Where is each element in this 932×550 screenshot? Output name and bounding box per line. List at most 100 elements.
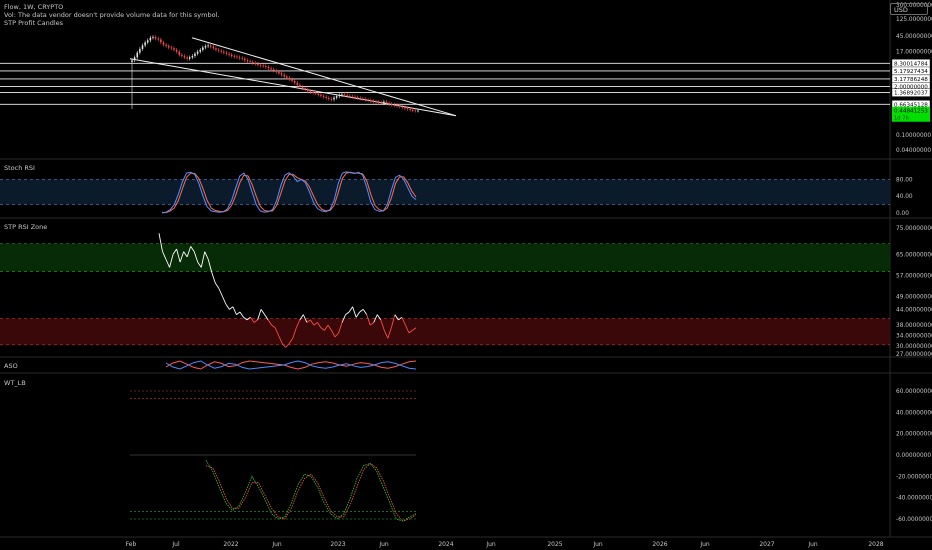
candle-body <box>325 96 327 99</box>
rsi-line-segment <box>302 314 308 323</box>
wedge-upper-trendline <box>191 37 457 117</box>
rsi-line-segment <box>387 327 392 339</box>
candle-body <box>238 57 241 59</box>
rsi-line-segment <box>236 311 241 315</box>
stoch-band-fill <box>0 179 890 205</box>
rsi-line-segment <box>338 322 343 334</box>
rsi-line-segment <box>278 335 283 344</box>
wt-tick-label: 60.00000000 <box>896 389 932 395</box>
rsi-line-segment <box>394 314 399 321</box>
time-axis-label: 2022 <box>223 541 238 548</box>
rsi-line-segment <box>183 251 188 258</box>
stoch-rsi-pane[interactable] <box>0 171 890 214</box>
candle-body <box>217 49 220 51</box>
candle-body <box>270 68 272 70</box>
rsi-line-segment <box>246 316 251 321</box>
candle-body <box>414 110 417 112</box>
candle-body <box>265 66 267 68</box>
candle-body <box>317 93 320 95</box>
time-axis[interactable]: Feb Jul 2022 Jun 2023 Jun 2024 Jun 2025 Jun 2026 Ju… <box>126 541 884 548</box>
rsi-line-segment <box>352 306 357 318</box>
level-price-label: 8.30014784 <box>894 61 928 67</box>
wt-tick-label: -40.00000000 <box>896 496 932 502</box>
wt-lb-title[interactable]: WT_LB <box>4 379 26 387</box>
rsi-line-segment <box>214 282 220 289</box>
rsi-line-segment <box>193 251 199 263</box>
rsi-line-segment <box>271 324 276 329</box>
candle-body <box>328 98 330 99</box>
candle-body <box>369 100 372 102</box>
rsi-tick-label: 38.00000000 <box>896 323 932 329</box>
candle-body <box>241 58 243 59</box>
price-scale[interactable]: 300.00000000 125.00000000 45.00000000 17.00… <box>891 3 932 523</box>
candle-body <box>335 96 338 98</box>
candle-body <box>194 53 196 57</box>
candle-body <box>215 48 217 50</box>
price-pane[interactable] <box>0 35 890 117</box>
candle-body <box>183 56 186 58</box>
candle-body <box>367 99 369 101</box>
candle-body <box>173 48 175 50</box>
candle-body <box>312 91 314 93</box>
candle-body <box>244 58 246 61</box>
aso-pane[interactable] <box>165 360 417 370</box>
candle-body <box>162 42 165 45</box>
rsi-line-segment <box>313 322 318 326</box>
stp-rsi-zone-pane[interactable] <box>0 233 890 348</box>
rsi-line-segment <box>281 343 287 348</box>
rsi-line-segment <box>299 314 304 321</box>
rsi-line-segment <box>359 309 364 313</box>
candle-body <box>275 70 278 72</box>
candle-body <box>230 54 233 57</box>
rsi-line-segment <box>390 314 396 328</box>
candle-body <box>362 98 364 100</box>
aso-title[interactable]: ASO <box>4 362 18 370</box>
stp-rsi-zone-title[interactable]: STP RSI Zone <box>4 223 48 231</box>
candle-body <box>296 82 299 85</box>
candle-body <box>309 91 312 92</box>
rsi-line-segment <box>274 327 280 336</box>
candle-body <box>380 102 383 104</box>
rsi-tick-label: 75.00000000 <box>896 226 932 232</box>
candle-body <box>291 79 293 81</box>
candle-body <box>170 47 173 49</box>
candle-body <box>254 62 257 64</box>
candle-body <box>131 60 133 62</box>
candle-body <box>385 101 388 104</box>
currency-selector-button[interactable]: USD <box>890 3 928 15</box>
candle-body <box>372 100 375 102</box>
candle-body <box>304 88 306 90</box>
rsi-line-segment <box>380 319 385 331</box>
candle-body <box>288 77 291 80</box>
level-price-label: 0.66345128 <box>894 102 928 108</box>
candle-body <box>257 63 259 65</box>
rsi-line-segment <box>264 314 269 321</box>
candle-body <box>286 76 288 78</box>
time-axis-label: Jun <box>378 541 389 548</box>
candle-body <box>280 73 283 75</box>
price-tick-label: 17.00000000 <box>896 50 932 56</box>
wt-lb-pane[interactable] <box>130 390 417 522</box>
rsi-line-segment <box>200 251 206 268</box>
rsi-line-segment <box>239 311 244 318</box>
candle-body <box>388 103 390 104</box>
rsi-line-segment <box>211 272 216 284</box>
candle-body <box>351 96 354 98</box>
candle-body <box>209 45 212 47</box>
candle-body <box>167 46 170 48</box>
rsi-line-segment <box>260 309 265 315</box>
price-tick-label: 45.00000000 <box>896 34 932 40</box>
rsi-line-segment <box>267 319 273 326</box>
candles-indicator-label[interactable]: STP Profit Candles <box>4 19 64 27</box>
symbol-title[interactable]: Flow, 1W, CRYPTO <box>4 3 64 11</box>
rsi-line-segment <box>172 248 177 255</box>
rsi-line-segment <box>373 314 378 323</box>
candle-body <box>160 39 162 43</box>
current-price-tag <box>892 106 930 122</box>
rsi-line-segment <box>257 309 262 321</box>
stoch-rsi-title[interactable]: Stoch RSI <box>4 164 35 172</box>
rsi-line-segment <box>207 259 213 273</box>
rsi-line-segment <box>412 327 417 331</box>
candle-body <box>364 99 367 100</box>
rsi-oversold-zone <box>0 318 890 345</box>
